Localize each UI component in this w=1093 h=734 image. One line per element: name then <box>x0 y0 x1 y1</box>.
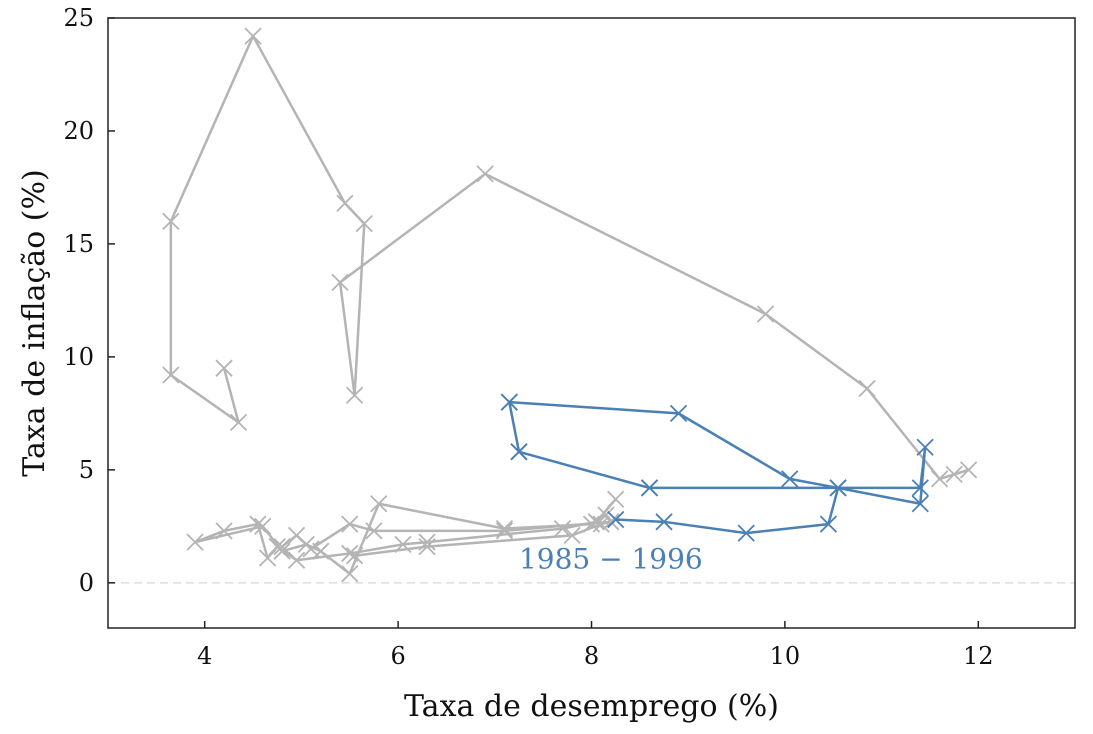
data-point <box>945 465 963 484</box>
data-point <box>669 404 688 423</box>
data-point <box>829 479 847 497</box>
series-line <box>508 400 927 535</box>
x-tick-label: 6 <box>390 642 405 670</box>
data-point <box>781 470 799 488</box>
y-axis-label: Taxa de inflação (%) <box>17 169 52 476</box>
data-point <box>254 517 272 535</box>
data-point <box>355 214 373 233</box>
data-point <box>495 519 514 538</box>
y-tick-label: 15 <box>63 230 94 258</box>
data-point <box>592 515 610 533</box>
data-point <box>495 522 514 540</box>
x-tick-label: 8 <box>584 642 599 670</box>
data-point <box>607 490 625 508</box>
series-0 <box>162 27 978 488</box>
series-line <box>169 34 970 481</box>
data-point <box>273 542 291 560</box>
data-point <box>655 513 673 531</box>
data-point <box>341 544 359 563</box>
x-tick-label: 12 <box>963 642 994 670</box>
x-tick-label: 10 <box>770 642 801 670</box>
data-point <box>756 305 775 323</box>
y-tick-label: 0 <box>79 569 94 597</box>
data-point <box>819 515 838 533</box>
data-point <box>365 522 383 540</box>
series-layer <box>162 27 978 583</box>
data-point <box>930 470 949 488</box>
y-tick-label: 20 <box>63 117 94 145</box>
y-tick-label: 5 <box>79 456 94 484</box>
data-point <box>959 461 978 479</box>
x-axis-label: Taxa de desemprego (%) <box>404 689 779 724</box>
data-point <box>273 538 291 556</box>
data-point <box>341 565 359 583</box>
data-point <box>186 533 204 551</box>
data-point <box>258 549 277 567</box>
data-point <box>215 359 233 377</box>
data-point <box>510 443 528 461</box>
data-point <box>162 212 180 230</box>
annotation-layer: 1985 − 1996 <box>519 543 703 576</box>
data-point <box>229 413 248 432</box>
y-tick-label: 10 <box>63 343 94 371</box>
data-point <box>563 526 581 545</box>
series-2 <box>273 513 620 565</box>
tick-layer: 4 6 8 10 12 0 5 10 15 20 25 <box>63 4 993 670</box>
data-point <box>336 194 354 212</box>
data-point <box>287 551 306 569</box>
data-point <box>737 524 755 542</box>
y-tick-label: 25 <box>63 4 94 32</box>
x-tick-label: 4 <box>197 642 212 670</box>
plot-frame <box>107 17 1076 629</box>
series-3 <box>500 393 934 542</box>
data-point <box>911 479 929 497</box>
data-point <box>215 522 233 540</box>
data-point <box>553 519 572 538</box>
period-annotation: 1985 − 1996 <box>519 543 703 576</box>
data-point <box>345 386 364 404</box>
data-point <box>370 495 388 513</box>
data-point <box>418 538 436 556</box>
data-point <box>607 510 625 529</box>
data-point <box>331 273 349 291</box>
data-point <box>287 526 306 545</box>
data-point <box>341 515 359 533</box>
data-point <box>244 27 262 45</box>
data-point <box>911 495 929 513</box>
data-point <box>345 547 364 565</box>
data-point <box>302 540 320 558</box>
data-point <box>249 515 267 533</box>
data-point <box>916 438 934 456</box>
data-point <box>640 479 659 497</box>
data-point <box>858 379 876 398</box>
data-point <box>476 165 494 183</box>
data-point <box>500 393 518 411</box>
data-point <box>162 366 180 384</box>
